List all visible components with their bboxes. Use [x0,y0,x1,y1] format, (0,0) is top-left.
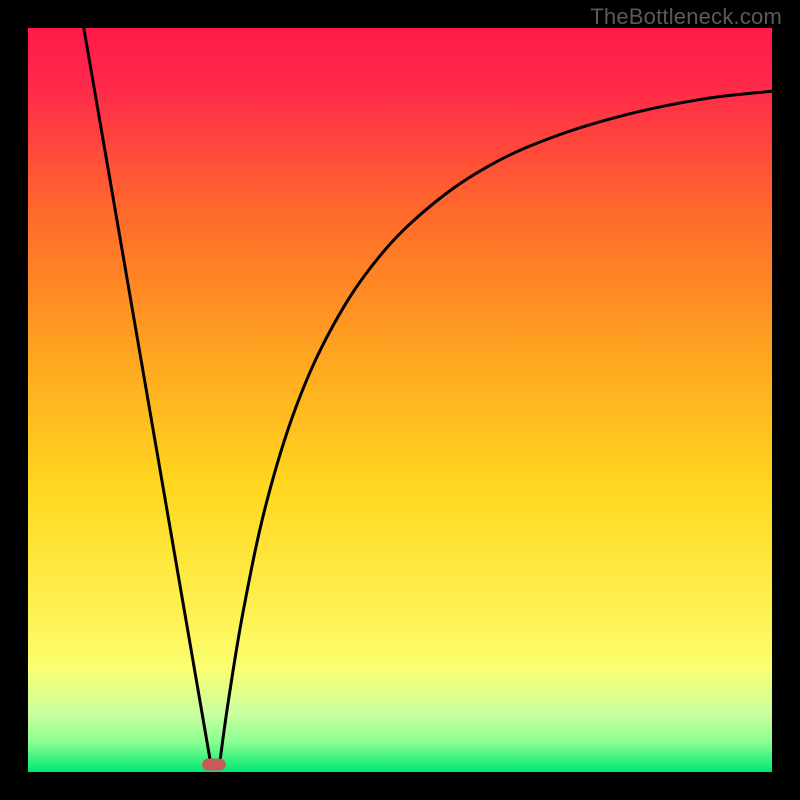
gradient-background [28,28,772,772]
chart-svg [28,28,772,772]
minimum-marker [202,759,226,771]
plot-area [28,28,772,772]
watermark-text: TheBottleneck.com [590,4,782,30]
